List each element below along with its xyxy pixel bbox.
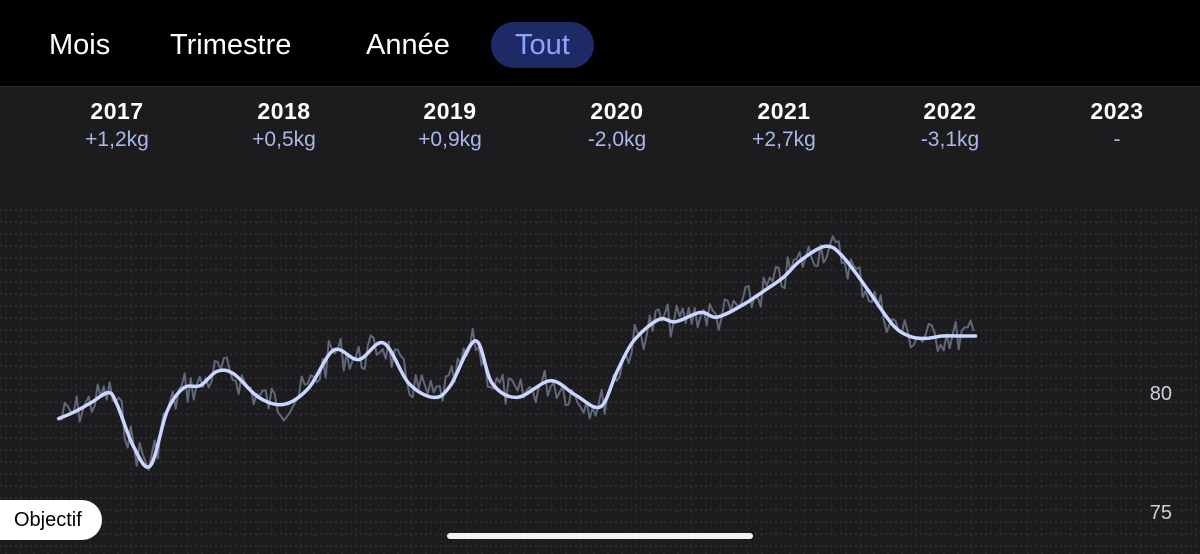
year-label: 2018 bbox=[257, 98, 311, 124]
year-column-2018: 2018 +0,5kg bbox=[209, 96, 359, 154]
trend-weight-line bbox=[56, 244, 978, 469]
year-delta: -3,1kg bbox=[920, 128, 980, 151]
year-column-2017: 2017 +1,2kg bbox=[42, 96, 192, 154]
tab-annee[interactable]: Année bbox=[366, 29, 450, 61]
raw-weight-line bbox=[58, 235, 975, 471]
year-label: 2019 bbox=[423, 98, 477, 124]
y-tick-label-80: 80 bbox=[1149, 383, 1172, 405]
year-label: 2023 bbox=[1090, 98, 1144, 124]
year-column-2021: 2021 +2,7kg bbox=[709, 96, 859, 154]
year-delta: +2,7kg bbox=[752, 128, 816, 151]
year-delta: +1,2kg bbox=[85, 128, 149, 151]
year-column-2023: 2023 - bbox=[1042, 96, 1192, 154]
period-tab-bar: Mois Trimestre Année Tout bbox=[0, 0, 1200, 87]
chart-grid bbox=[0, 209, 1200, 554]
year-column-2019: 2019 +0,9kg bbox=[375, 96, 525, 154]
year-label: 2017 bbox=[90, 98, 144, 124]
year-label: 2022 bbox=[923, 98, 977, 124]
year-column-2022: 2022 -3,1kg bbox=[875, 96, 1025, 154]
year-delta: +0,5kg bbox=[252, 128, 316, 151]
year-label: 2021 bbox=[757, 98, 811, 124]
year-label: 2020 bbox=[590, 98, 644, 124]
y-tick-label-75: 75 bbox=[1149, 502, 1172, 524]
home-indicator bbox=[447, 533, 753, 539]
year-column-2020: 2020 -2,0kg bbox=[542, 96, 692, 154]
year-delta: - bbox=[1113, 128, 1121, 151]
year-delta: +0,9kg bbox=[418, 128, 482, 151]
objectif-badge[interactable]: Objectif bbox=[0, 500, 102, 540]
tab-tout[interactable]: Tout bbox=[491, 22, 594, 68]
tab-mois[interactable]: Mois bbox=[49, 29, 111, 61]
year-delta: -2,0kg bbox=[587, 128, 647, 151]
tab-trimestre[interactable]: Trimestre bbox=[170, 29, 292, 61]
year-summary-row: 2017 +1,2kg 2018 +0,5kg 2019 +0,9kg 2020… bbox=[0, 96, 1200, 166]
